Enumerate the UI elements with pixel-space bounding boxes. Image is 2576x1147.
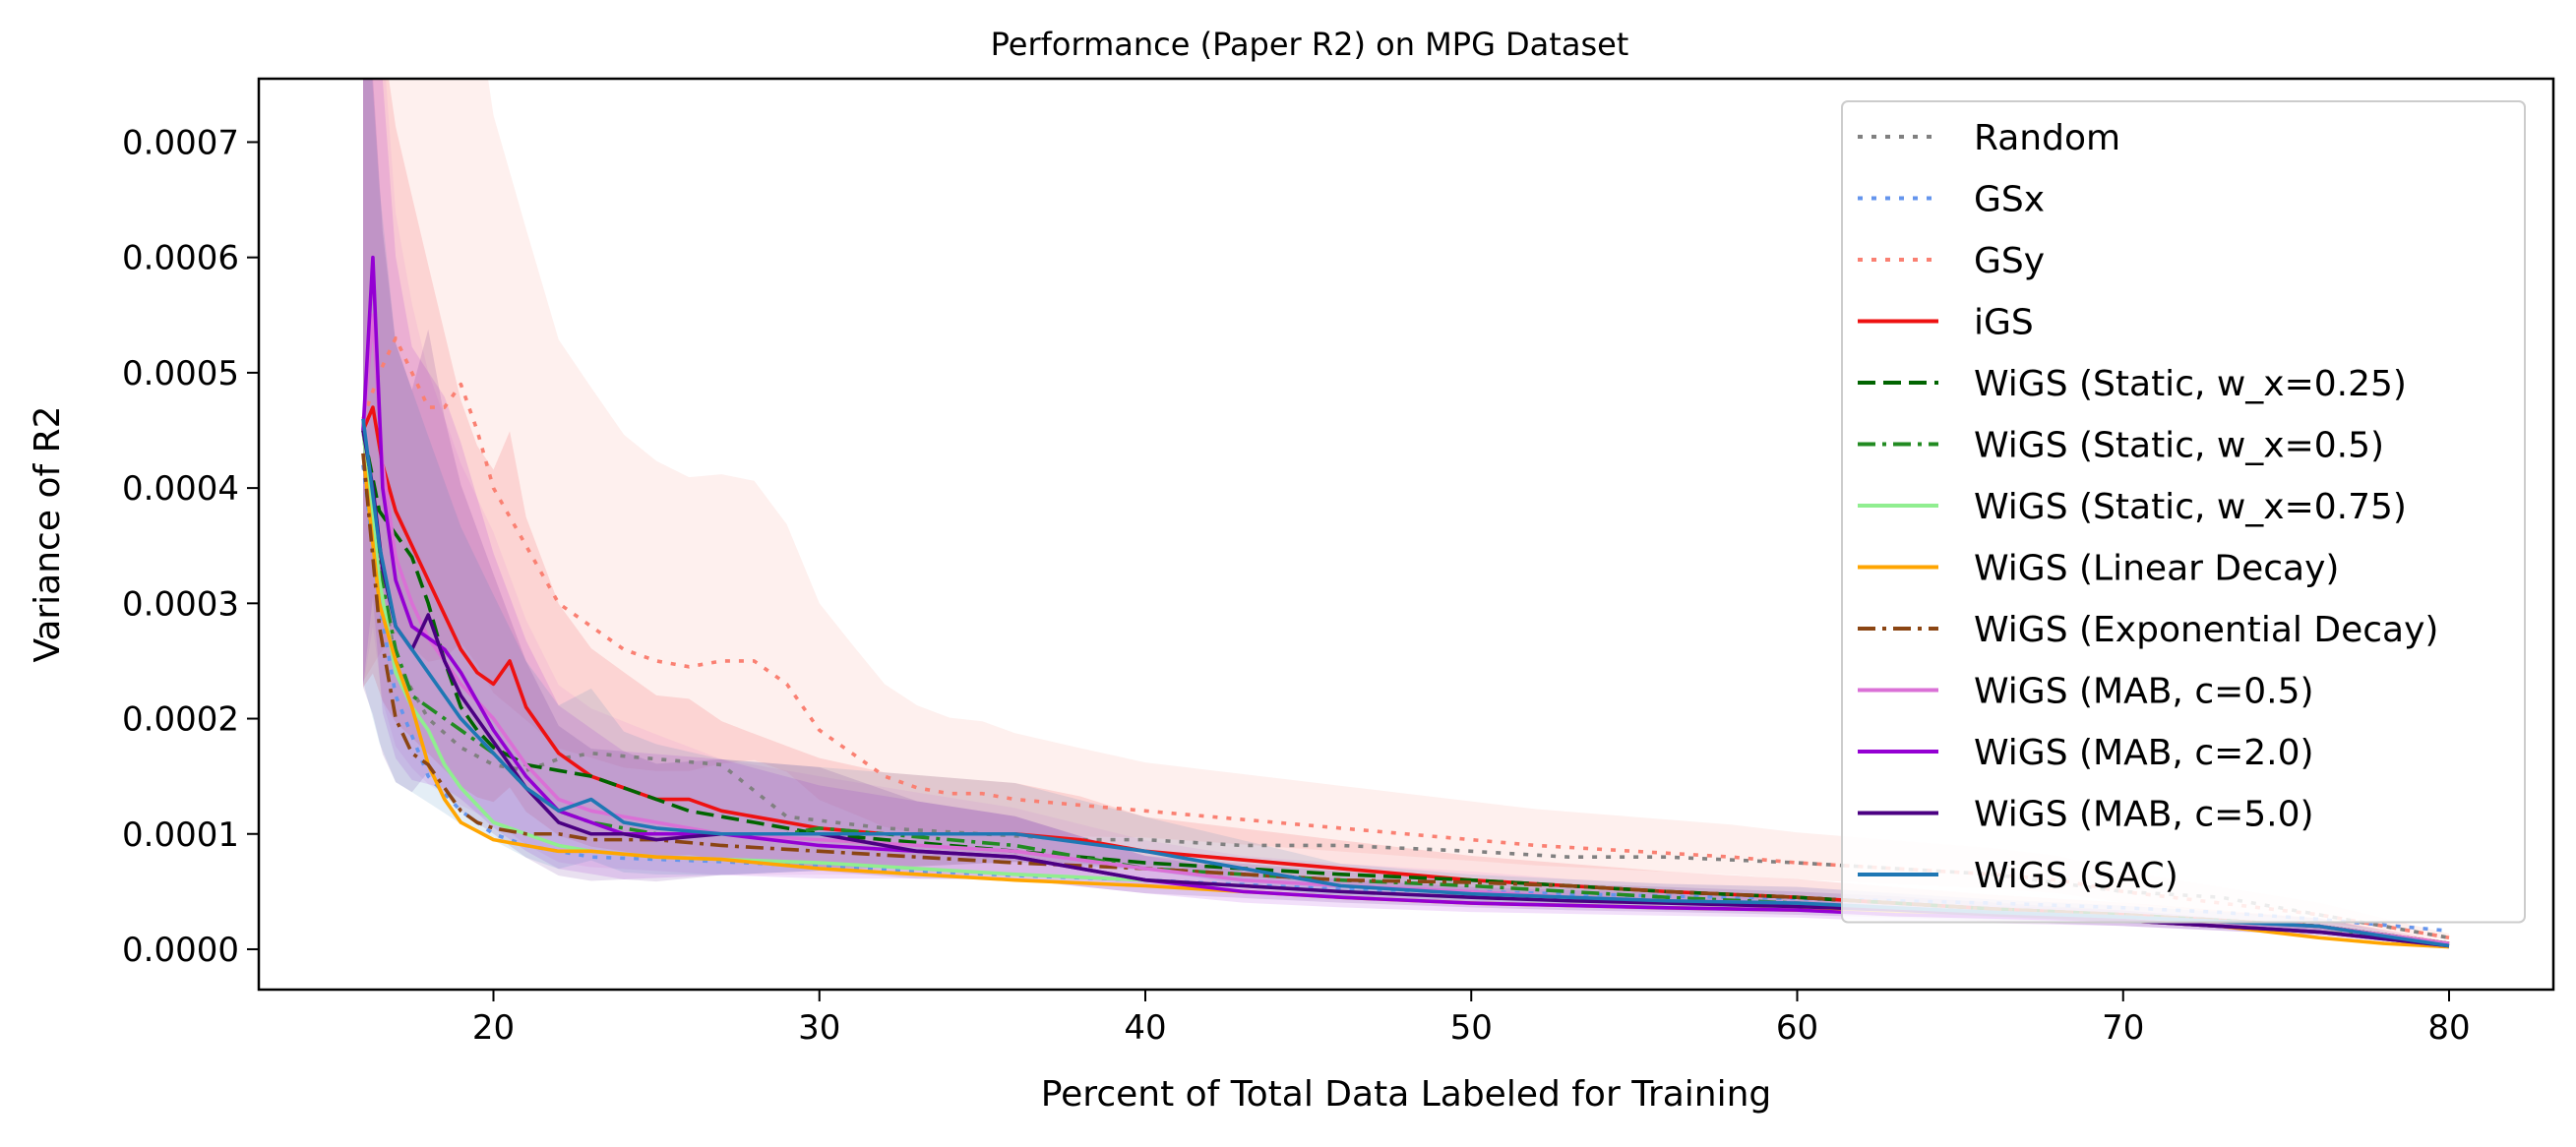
band-wigs-mab-c-0-5 [363, 79, 2449, 945]
y-tick-label: 0.0001 [122, 815, 239, 855]
x-axis-label: Percent of Total Data Labeled for Traini… [1041, 1074, 1772, 1115]
y-tick-label: 0.0002 [122, 700, 239, 740]
band-wigs-mab-c-5-0 [363, 79, 2449, 947]
legend-label-gsx: GSx [1974, 180, 2045, 220]
x-tick-label: 40 [1124, 1008, 1166, 1048]
x-tick-label: 60 [1776, 1008, 1818, 1048]
y-tick-label: 0.0006 [122, 239, 239, 278]
x-tick-label: 20 [472, 1008, 515, 1048]
x-axis: 20 30 40 50 60 70 80 [472, 990, 2471, 1048]
x-tick-label: 70 [2102, 1008, 2144, 1048]
uncertainty-bands [363, 79, 2449, 947]
legend: Random GSx GSy iGS WiGS (Static, w_x=0.25) Wi… [1841, 100, 2526, 924]
legend-label-wigs-static-w-x-0-25: WiGS (Static, w_x=0.25) [1974, 364, 2407, 404]
plot-frame [257, 77, 2555, 992]
y-tick-label: 0.0004 [122, 469, 239, 509]
legend-label-igs: iGS [1974, 303, 2034, 343]
legend-label-random: Random [1974, 118, 2120, 158]
legend-box [1841, 100, 2526, 924]
legend-label-wigs-linear-decay: WiGS (Linear Decay) [1974, 549, 2339, 589]
legend-label-wigs-mab-c-5-0: WiGS (MAB, c=5.0) [1974, 795, 2314, 835]
legend-label-wigs-static-w-x-0-75: WiGS (Static, w_x=0.75) [1974, 487, 2407, 527]
x-tick-label: 30 [798, 1008, 840, 1048]
series-line-wigs-static-w-x-0-25 [361, 430, 2450, 945]
x-tick-label: 80 [2427, 1008, 2470, 1048]
y-tick-label: 0.0007 [122, 123, 239, 162]
legend-label-wigs-exponential-decay: WiGS (Exponential Decay) [1974, 610, 2438, 650]
chart-title: Performance (Paper R2) on MPG Dataset [991, 26, 1629, 63]
legend-label-wigs-mab-c-0-5: WiGS (MAB, c=0.5) [1974, 672, 2314, 712]
y-axis-label: Variance of R2 [28, 405, 68, 662]
y-tick-label: 0.0005 [122, 354, 239, 393]
y-tick-label: 0.0003 [122, 584, 239, 624]
legend-label-wigs-sac: WiGS (SAC) [1974, 856, 2178, 896]
x-tick-label: 50 [1450, 1008, 1493, 1048]
legend-label-wigs-static-w-x-0-5: WiGS (Static, w_x=0.5) [1974, 426, 2384, 466]
band-wigs-mab-c-2-0 [363, 79, 2449, 947]
band-gsy [363, 79, 2449, 940]
band-wigs-sac [363, 79, 2449, 947]
legend-label-wigs-mab-c-2-0: WiGS (MAB, c=2.0) [1974, 733, 2314, 773]
y-tick-label: 0.0000 [122, 931, 239, 970]
legend-label-gsy: GSy [1974, 241, 2045, 281]
series-line-wigs-exponential-decay [361, 453, 2450, 945]
y-axis: 0.0000 0.0001 0.0002 0.0003 0.0004 0.0005 0.00… [122, 123, 259, 970]
